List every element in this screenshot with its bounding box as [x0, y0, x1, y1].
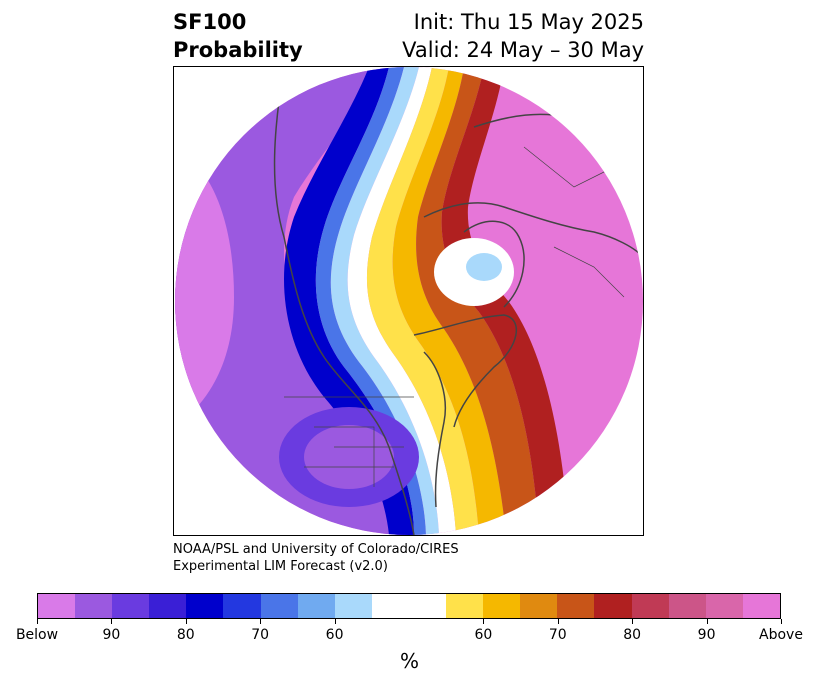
colorbar-tick — [260, 619, 262, 624]
map-svg — [175, 67, 643, 535]
colorbar-labels: Below 90 80 70 60 60 70 80 90 Above — [16, 627, 803, 647]
credit-line-2: Experimental LIM Forecast (v2.0) — [173, 559, 388, 574]
forecast-map — [173, 66, 644, 536]
colorbar-label: 60 — [325, 627, 344, 643]
colorbar-label: 70 — [251, 627, 270, 643]
colorbar-segment — [520, 594, 558, 618]
colorbar-segment — [557, 594, 595, 618]
colorbar-segment — [594, 594, 632, 618]
field-below-60-band — [330, 67, 439, 535]
probability-field — [175, 67, 643, 535]
colorbar-segment — [186, 594, 224, 618]
field-below-90-band — [284, 67, 414, 535]
title-line-2: Probability — [173, 38, 303, 62]
colorbar-label: 60 — [474, 627, 493, 643]
colorbar-tick — [111, 619, 113, 624]
init-date: Init: Thu 15 May 2025 — [413, 10, 644, 34]
title-line-1: SF100 — [173, 10, 247, 34]
colorbar-segment — [75, 594, 113, 618]
colorbar-unit: % — [399, 649, 419, 673]
colorbar-segment — [371, 594, 409, 618]
field-above-90-band — [441, 67, 569, 535]
colorbar-label: 80 — [623, 627, 642, 643]
colorbar-segment — [408, 594, 447, 618]
chart-title: SF100 Probability — [173, 8, 303, 64]
colorbar-segment — [668, 594, 706, 618]
field-below-60-pocket — [466, 253, 502, 281]
coastlines — [273, 67, 643, 535]
valid-date: Valid: 24 May – 30 May — [402, 38, 644, 62]
colorbar-tick — [781, 619, 782, 624]
colorbar-segment — [297, 594, 335, 618]
field-above-60-band — [366, 67, 479, 535]
colorbar-label: 90 — [697, 627, 716, 643]
borders — [284, 146, 625, 487]
colorbar-segment — [112, 594, 150, 618]
field-below-70-band — [315, 67, 426, 535]
colorbar-tick — [557, 619, 559, 624]
colorbar-tick — [185, 619, 187, 624]
field-below-blob-core — [304, 425, 394, 489]
field-above-80-band — [416, 67, 539, 535]
colorbar-segment — [260, 594, 298, 618]
colorbar-tick — [632, 619, 634, 624]
colorbar-segment — [483, 594, 521, 618]
colorbar — [37, 593, 781, 619]
colorbar-segment — [705, 594, 743, 618]
colorbar-segment — [742, 594, 780, 618]
credit-text: NOAA/PSL and University of Colorado/CIRE… — [173, 541, 459, 575]
colorbar-segment — [334, 594, 372, 618]
colorbar-tick — [483, 619, 485, 624]
colorbar-segment — [223, 594, 261, 618]
colorbar-tick — [706, 619, 708, 624]
colorbar-segment — [446, 594, 484, 618]
credit-line-1: NOAA/PSL and University of Colorado/CIRE… — [173, 542, 459, 557]
colorbar-segment — [149, 594, 187, 618]
colorbar-label: Above — [759, 627, 803, 643]
colorbar-segment — [631, 594, 669, 618]
colorbar-label: 90 — [102, 627, 121, 643]
colorbar-tick — [37, 619, 38, 624]
field-neutral-band — [347, 67, 456, 535]
colorbar-label: Below — [15, 627, 59, 643]
colorbar-tick — [334, 619, 336, 624]
date-info: Init: Thu 15 May 2025 Valid: 24 May – 30… — [402, 8, 644, 64]
colorbar-segment — [38, 594, 76, 618]
field-above-70-band — [392, 67, 506, 535]
colorbar-label: 80 — [176, 627, 195, 643]
colorbar-label: 70 — [548, 627, 567, 643]
